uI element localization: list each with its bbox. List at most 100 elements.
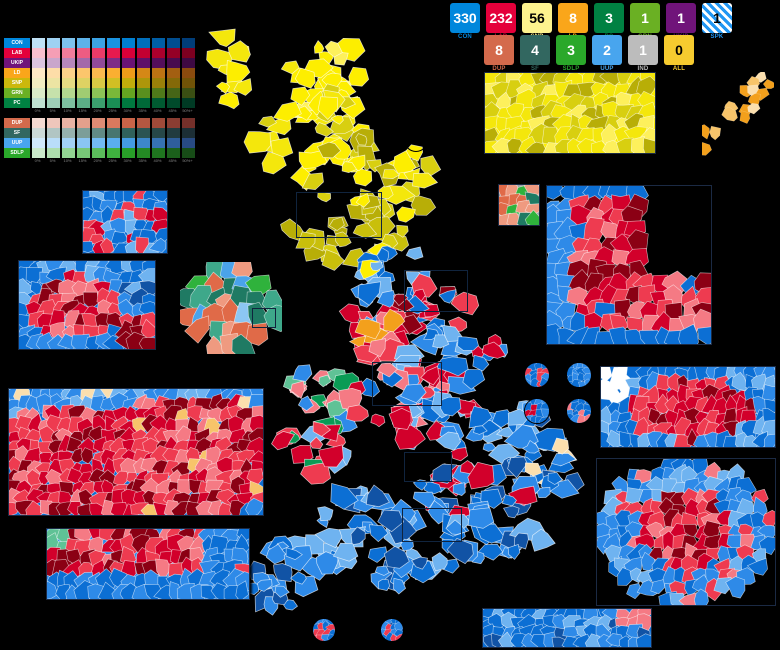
constituency-area[interactable] bbox=[751, 431, 768, 448]
constituency-area[interactable] bbox=[341, 161, 358, 173]
constituency-area[interactable] bbox=[350, 526, 366, 546]
constituency-area[interactable] bbox=[432, 463, 459, 484]
constituency-area[interactable] bbox=[524, 462, 543, 477]
constituency-area[interactable] bbox=[650, 579, 666, 595]
constituency-area[interactable] bbox=[507, 456, 528, 479]
constituency-area[interactable] bbox=[529, 414, 538, 423]
constituency-area[interactable] bbox=[140, 318, 155, 339]
constituency-area[interactable] bbox=[83, 240, 95, 253]
constituency-area[interactable] bbox=[321, 249, 346, 271]
constituency-area[interactable] bbox=[215, 81, 231, 95]
constituency-area[interactable] bbox=[69, 447, 84, 464]
constituency-area[interactable] bbox=[383, 308, 406, 333]
constituency-area[interactable] bbox=[218, 502, 234, 515]
constituency-area[interactable] bbox=[547, 472, 563, 485]
constituency-area[interactable] bbox=[317, 96, 339, 121]
constituency-area[interactable] bbox=[562, 626, 581, 638]
constituency-area[interactable] bbox=[731, 371, 748, 392]
constituency-area[interactable] bbox=[184, 315, 210, 344]
constituency-area[interactable] bbox=[547, 186, 566, 200]
constituency-area[interactable] bbox=[412, 491, 436, 509]
constituency-area[interactable] bbox=[482, 341, 507, 359]
constituency-area[interactable] bbox=[317, 506, 334, 522]
inset-orkney-shetland[interactable] bbox=[702, 72, 774, 160]
constituency-area[interactable] bbox=[450, 291, 480, 316]
constituency-area[interactable] bbox=[431, 552, 448, 572]
constituency-area[interactable] bbox=[412, 172, 439, 189]
constituency-area[interactable] bbox=[474, 523, 506, 544]
constituency-area[interactable] bbox=[274, 585, 290, 598]
constituency-area[interactable] bbox=[725, 576, 746, 599]
constituency-area[interactable] bbox=[524, 209, 539, 225]
constituency-area[interactable] bbox=[702, 124, 710, 140]
constituency-area[interactable] bbox=[273, 563, 293, 582]
constituency-area[interactable] bbox=[365, 484, 390, 508]
constituency-area[interactable] bbox=[112, 242, 130, 253]
inset-north-west-small[interactable] bbox=[82, 190, 168, 254]
constituency-area[interactable] bbox=[393, 150, 417, 174]
constituency-area[interactable] bbox=[290, 86, 311, 106]
constituency-area[interactable] bbox=[330, 482, 359, 510]
constituency-area[interactable] bbox=[208, 28, 236, 47]
seat-legend-item-dup[interactable]: 8 DUP bbox=[484, 35, 514, 72]
constituency-area[interactable] bbox=[243, 131, 271, 154]
inset-south-wales[interactable] bbox=[46, 528, 250, 600]
constituency-area[interactable] bbox=[292, 364, 313, 382]
constituency-area[interactable] bbox=[446, 537, 474, 565]
constituency-area[interactable] bbox=[297, 395, 314, 412]
constituency-area[interactable] bbox=[309, 436, 324, 449]
constituency-area[interactable] bbox=[294, 67, 316, 89]
constituency-area[interactable] bbox=[411, 556, 428, 570]
constituency-area[interactable] bbox=[597, 533, 610, 555]
constituency-area[interactable] bbox=[148, 237, 167, 253]
constituency-area[interactable] bbox=[245, 497, 264, 515]
inset-west-midlands[interactable] bbox=[18, 260, 156, 350]
constituency-area[interactable] bbox=[438, 289, 457, 304]
constituency-area[interactable] bbox=[295, 231, 316, 249]
seat-legend-item-all[interactable]: 0 ALL bbox=[664, 35, 694, 72]
constituency-area[interactable] bbox=[383, 545, 410, 569]
inset-circle-sheffield[interactable] bbox=[566, 362, 592, 388]
inset-north-east-england[interactable] bbox=[546, 185, 712, 345]
constituency-area[interactable] bbox=[368, 338, 386, 358]
constituency-area[interactable] bbox=[245, 322, 269, 346]
inset-circle-plymouth[interactable] bbox=[312, 618, 336, 642]
constituency-area[interactable] bbox=[450, 447, 469, 462]
constituency-area[interactable] bbox=[348, 66, 370, 87]
seat-legend-item-uup[interactable]: 2 UUP bbox=[592, 35, 622, 72]
constituency-area[interactable] bbox=[551, 437, 570, 455]
constituency-area[interactable] bbox=[376, 290, 397, 308]
constituency-area[interactable] bbox=[377, 509, 405, 533]
constituency-area[interactable] bbox=[405, 246, 424, 260]
constituency-area[interactable] bbox=[626, 583, 643, 600]
constituency-area[interactable] bbox=[338, 303, 362, 325]
constituency-area[interactable] bbox=[367, 546, 388, 563]
inset-belfast[interactable] bbox=[498, 184, 540, 226]
constituency-area[interactable] bbox=[502, 505, 520, 519]
constituency-area[interactable] bbox=[290, 380, 305, 399]
constituency-area[interactable] bbox=[524, 141, 547, 153]
inset-circle-leicester[interactable] bbox=[566, 398, 592, 424]
constituency-area[interactable] bbox=[314, 121, 334, 137]
constituency-area[interactable] bbox=[235, 580, 249, 599]
constituency-area[interactable] bbox=[99, 237, 115, 253]
constituency-area[interactable] bbox=[330, 115, 344, 125]
constituency-area[interactable] bbox=[694, 588, 709, 605]
constituency-area[interactable] bbox=[355, 193, 370, 208]
seat-legend-item-ld[interactable]: 8LD bbox=[558, 3, 588, 40]
constituency-area[interactable] bbox=[270, 137, 294, 158]
constituency-area[interactable] bbox=[432, 334, 450, 349]
constituency-area[interactable] bbox=[396, 224, 409, 238]
constituency-area[interactable] bbox=[318, 444, 344, 468]
constituency-area[interactable] bbox=[643, 137, 655, 153]
constituency-area[interactable] bbox=[709, 125, 722, 141]
constituency-area[interactable] bbox=[457, 336, 479, 351]
constituency-area[interactable] bbox=[352, 167, 373, 187]
constituency-area[interactable] bbox=[258, 115, 278, 128]
constituency-area[interactable] bbox=[317, 191, 331, 203]
constituency-area[interactable] bbox=[399, 383, 427, 404]
constituency-area[interactable] bbox=[396, 206, 416, 223]
seat-legend-item-con[interactable]: 330 CON bbox=[450, 3, 480, 40]
constituency-area[interactable] bbox=[200, 584, 219, 599]
constituency-area[interactable] bbox=[227, 40, 251, 63]
